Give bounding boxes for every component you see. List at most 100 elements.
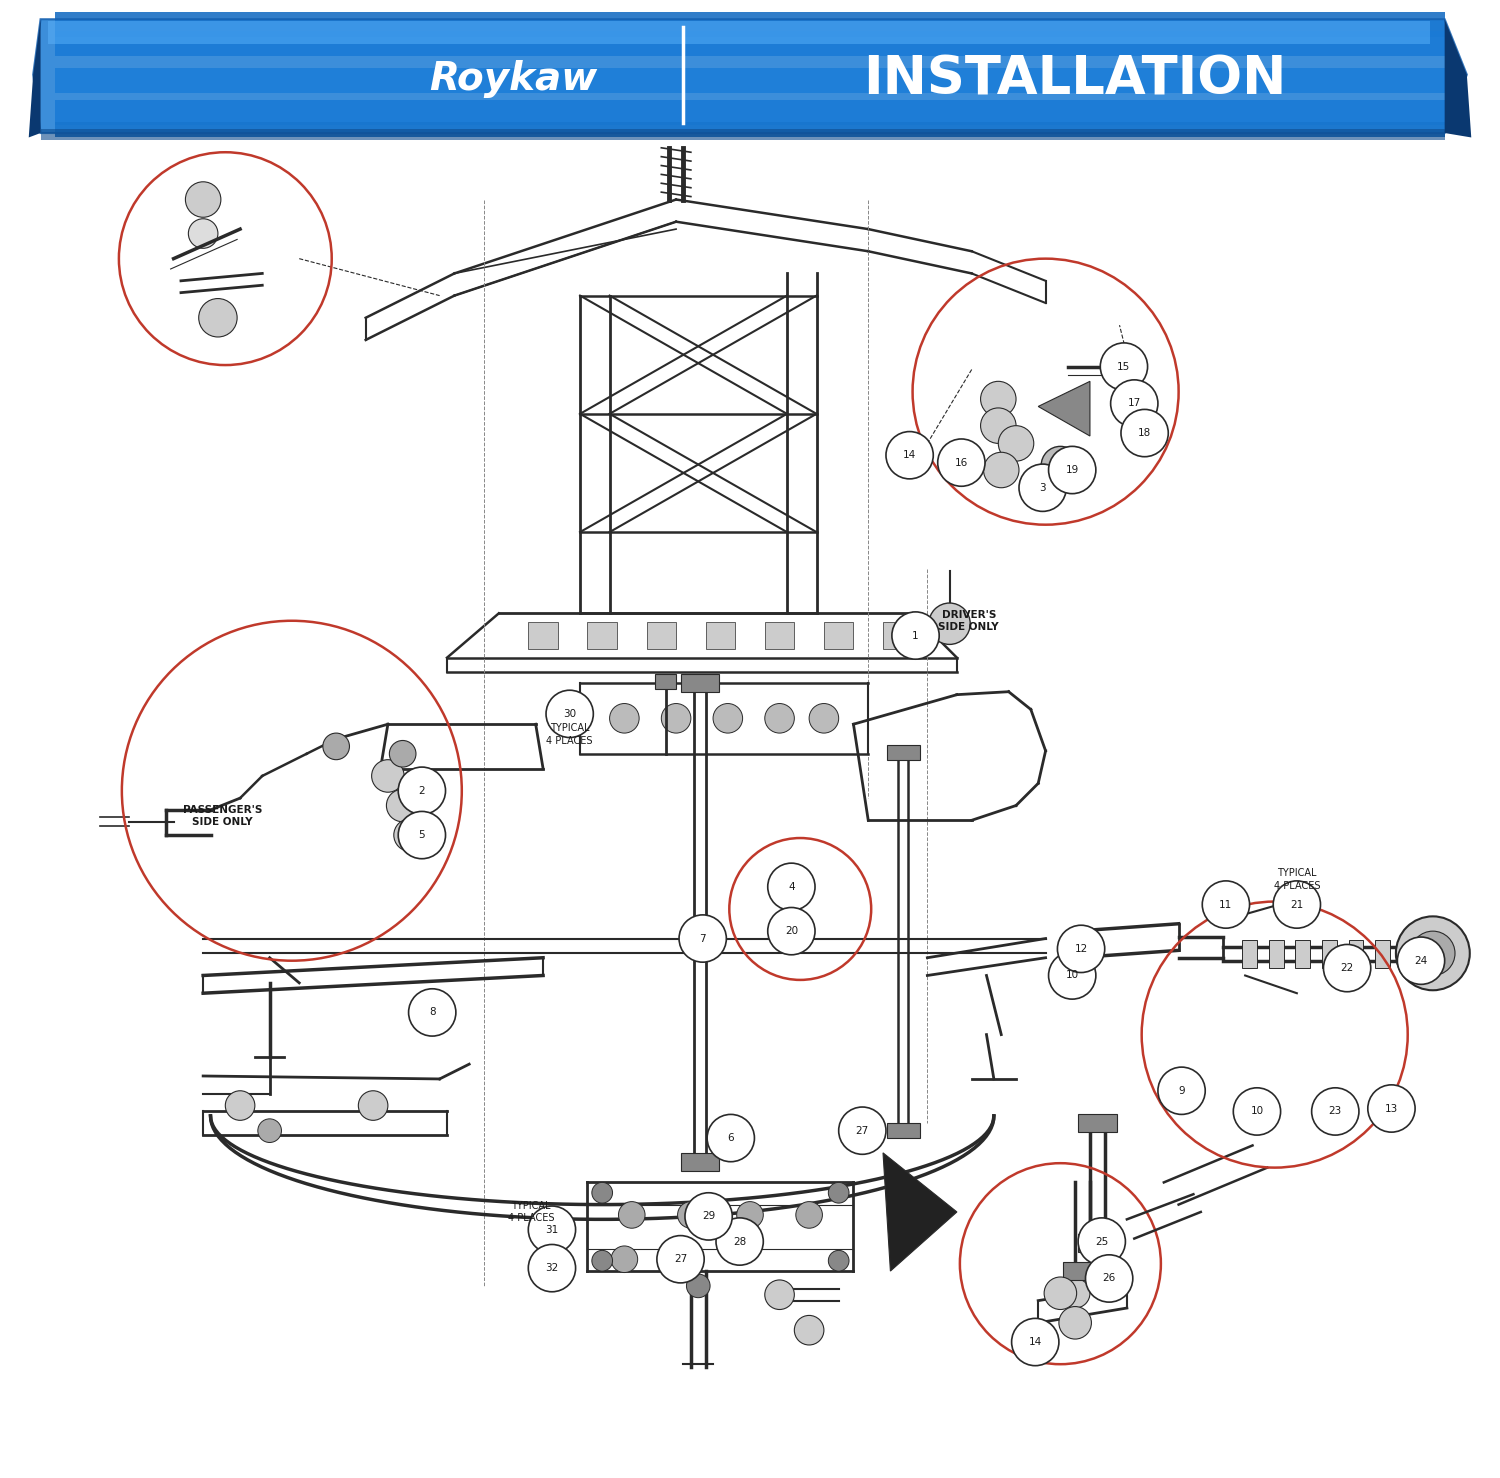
Circle shape (1233, 1088, 1281, 1135)
Circle shape (1101, 343, 1148, 390)
Circle shape (390, 740, 416, 767)
Text: 24: 24 (1414, 956, 1428, 965)
Circle shape (610, 1246, 638, 1273)
Circle shape (765, 1280, 795, 1310)
Circle shape (981, 408, 1016, 443)
Circle shape (712, 704, 742, 733)
Text: 10: 10 (1251, 1107, 1263, 1116)
Circle shape (670, 1246, 698, 1273)
Text: 1: 1 (912, 631, 920, 640)
Circle shape (618, 1202, 645, 1228)
Text: 31: 31 (546, 1225, 558, 1234)
Circle shape (592, 1182, 612, 1203)
Bar (705, 622, 735, 649)
Text: 10: 10 (1065, 971, 1078, 980)
Circle shape (1323, 944, 1371, 992)
Text: 14: 14 (1029, 1338, 1042, 1346)
Circle shape (808, 704, 838, 733)
Circle shape (1274, 881, 1320, 928)
Circle shape (1158, 1067, 1204, 1114)
Circle shape (189, 219, 217, 248)
Bar (888, 1123, 920, 1138)
Text: 19: 19 (1065, 466, 1078, 474)
Circle shape (1368, 1085, 1414, 1132)
Bar (646, 622, 676, 649)
Polygon shape (1038, 381, 1090, 436)
Circle shape (387, 789, 418, 822)
Text: 28: 28 (734, 1237, 747, 1246)
Polygon shape (56, 12, 1444, 37)
Bar (1296, 940, 1310, 968)
Bar (888, 745, 920, 760)
Circle shape (736, 1202, 764, 1228)
Circle shape (398, 811, 445, 859)
Circle shape (609, 704, 639, 733)
Circle shape (408, 989, 456, 1036)
Text: DRIVER'S
SIDE ONLY: DRIVER'S SIDE ONLY (939, 609, 999, 633)
Text: TYPICAL
4 PLACES: TYPICAL 4 PLACES (509, 1200, 555, 1224)
Circle shape (686, 1193, 732, 1240)
Text: 2: 2 (419, 786, 424, 795)
Text: 23: 23 (1329, 1107, 1342, 1116)
Circle shape (1048, 446, 1096, 494)
Bar (1078, 1234, 1116, 1252)
Circle shape (984, 452, 1018, 488)
Bar (824, 622, 854, 649)
Circle shape (394, 819, 426, 851)
Bar (1322, 940, 1336, 968)
Circle shape (678, 1202, 703, 1228)
Bar (528, 622, 558, 649)
Bar (588, 622, 616, 649)
Bar (1348, 940, 1364, 968)
Circle shape (981, 381, 1016, 417)
Text: 14: 14 (903, 451, 916, 460)
Bar (681, 674, 718, 692)
Bar (1242, 940, 1257, 968)
Text: 30: 30 (562, 709, 576, 718)
Circle shape (928, 603, 970, 644)
Text: TYPICAL
4 PLACES: TYPICAL 4 PLACES (546, 723, 592, 746)
Text: 27: 27 (674, 1255, 687, 1264)
Circle shape (892, 612, 939, 659)
Circle shape (1059, 1307, 1092, 1339)
Polygon shape (56, 68, 1444, 93)
Circle shape (839, 1107, 886, 1154)
Circle shape (358, 1091, 388, 1120)
Circle shape (1078, 1218, 1125, 1265)
Circle shape (795, 1315, 824, 1345)
Text: 7: 7 (699, 934, 706, 943)
Circle shape (662, 704, 692, 733)
Circle shape (828, 1250, 849, 1271)
Circle shape (225, 1091, 255, 1120)
Circle shape (999, 426, 1033, 461)
Circle shape (938, 439, 986, 486)
Circle shape (1396, 916, 1470, 990)
Text: PASSENGER'S
SIDE ONLY: PASSENGER'S SIDE ONLY (183, 804, 262, 828)
Circle shape (1019, 464, 1066, 511)
Text: 9: 9 (1179, 1086, 1185, 1095)
Text: 16: 16 (954, 458, 968, 467)
Polygon shape (40, 129, 1444, 140)
Circle shape (828, 1182, 849, 1203)
Circle shape (528, 1244, 576, 1292)
Text: 21: 21 (1290, 900, 1304, 909)
Text: 17: 17 (1128, 399, 1142, 408)
Circle shape (1041, 446, 1080, 485)
Polygon shape (56, 123, 1444, 137)
Circle shape (528, 1206, 576, 1253)
Circle shape (1311, 1088, 1359, 1135)
Text: 25: 25 (1095, 1237, 1108, 1246)
Polygon shape (884, 1153, 957, 1271)
Circle shape (680, 915, 726, 962)
Bar (681, 1153, 718, 1171)
Text: 11: 11 (1220, 900, 1233, 909)
Polygon shape (56, 31, 1444, 56)
Circle shape (706, 1114, 754, 1162)
Bar (765, 622, 795, 649)
Text: 26: 26 (1102, 1274, 1116, 1283)
Circle shape (1044, 1277, 1077, 1310)
Circle shape (1120, 409, 1168, 457)
Text: 18: 18 (1138, 429, 1152, 437)
Circle shape (886, 432, 933, 479)
Circle shape (592, 1250, 612, 1271)
